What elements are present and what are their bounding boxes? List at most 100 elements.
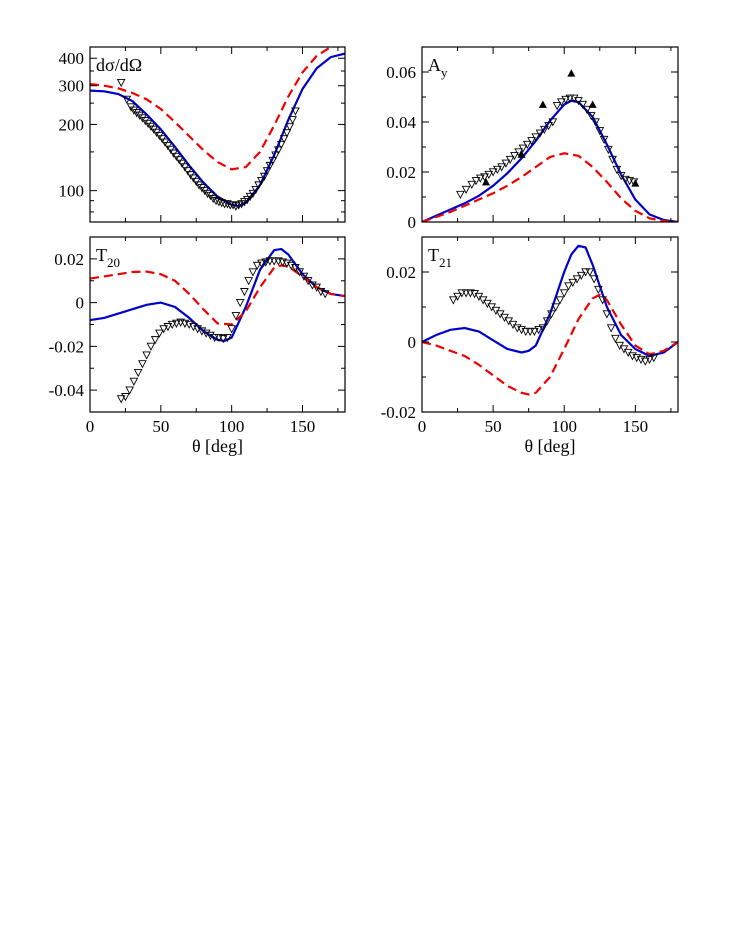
data-point-open-triangle <box>578 100 588 110</box>
data-point-open-triangle <box>640 357 650 366</box>
data-point-open-triangle <box>480 173 489 182</box>
data-point-open-triangle <box>271 151 280 160</box>
data-point-open-triangle <box>456 190 465 200</box>
data-point-open-triangle <box>470 290 479 299</box>
data-point-open-triangle <box>197 184 207 193</box>
data-point-open-triangle <box>244 277 254 286</box>
panel-cross-section: 100 200 300 400 dσ/dΩ <box>59 46 346 223</box>
panel-label: Ay <box>428 55 448 80</box>
data-point-open-triangle <box>274 146 283 155</box>
data-point-open-triangle <box>240 288 249 297</box>
data-point-open-triangle <box>320 290 330 299</box>
data-point-open-triangle <box>146 342 156 351</box>
data-point-open-triangle <box>288 116 297 125</box>
data-point-open-triangle <box>595 127 605 136</box>
data-point-open-triangle <box>531 133 541 142</box>
data-point-open-triangle <box>645 355 654 365</box>
panel-analyzing-power-ay: 0 0.02 0.04 0.06 Ay <box>386 46 679 232</box>
data-point-open-triangle <box>163 323 173 332</box>
data-point-open-triangle <box>538 324 548 333</box>
data-point-open-triangle <box>561 95 570 105</box>
data-point-filled-triangle <box>631 179 640 187</box>
data-point-open-triangle <box>564 282 573 291</box>
axes-frame <box>421 46 679 223</box>
data-point-open-triangle <box>227 325 237 334</box>
data-point-open-triangle <box>518 144 528 153</box>
data-point-open-triangle <box>552 102 562 111</box>
data-point-open-triangle <box>572 275 582 284</box>
data-point-open-triangle <box>493 165 502 175</box>
dashed-curve <box>422 152 678 222</box>
data-point-open-triangle <box>611 334 620 344</box>
data-point-open-triangle <box>576 271 586 281</box>
y-tick-label: -0.02 <box>49 337 84 356</box>
data-point-open-triangle <box>299 272 309 281</box>
data-point-open-triangle <box>525 327 535 337</box>
data-point-open-triangle <box>203 189 212 199</box>
data-point-open-triangle <box>453 292 462 302</box>
data-point-open-triangle <box>150 336 160 345</box>
plot-area <box>422 69 678 222</box>
data-point-open-triangle <box>265 161 275 171</box>
data-point-open-triangle <box>649 354 659 363</box>
solid-curve <box>90 52 345 208</box>
data-point-open-triangle <box>257 177 266 186</box>
data-point-open-triangle <box>135 111 144 120</box>
data-point-open-triangle <box>140 117 150 126</box>
data-point-open-triangle <box>291 263 300 273</box>
data-point-open-triangle <box>172 319 181 328</box>
solid-curve <box>422 244 678 358</box>
data-point-open-triangle <box>251 186 261 195</box>
data-point-open-triangle <box>594 285 603 295</box>
data-point-open-triangle <box>585 268 595 277</box>
data-point-open-triangle <box>565 94 575 103</box>
data-point-open-triangle <box>248 268 258 277</box>
data-point-open-triangle <box>569 94 579 103</box>
data-point-open-triangle <box>217 199 227 208</box>
data-point-open-triangle <box>214 198 224 207</box>
data-point-open-triangle <box>586 112 596 121</box>
data-point-open-triangle <box>582 105 592 115</box>
x-tick-label: 100 <box>551 417 577 436</box>
data-point-open-triangle <box>143 119 153 129</box>
data-point-open-triangle <box>461 289 471 298</box>
data-point-filled-triangle <box>538 100 547 108</box>
data-point-open-triangle <box>159 325 169 334</box>
data-point-open-triangle <box>542 317 552 326</box>
data-point-open-triangle <box>245 192 255 202</box>
data-point-open-triangle <box>527 137 536 146</box>
y-tick-label: 0 <box>76 294 85 313</box>
data-point-open-triangle <box>167 320 177 330</box>
data-point-open-triangle <box>248 189 258 199</box>
data-point-open-triangle <box>559 289 569 298</box>
panel-label: T20 <box>96 245 120 270</box>
data-point-open-triangle <box>535 129 545 138</box>
data-point-open-triangle <box>467 180 477 190</box>
data-point-filled-triangle <box>588 100 597 108</box>
x-tick-label: 150 <box>623 417 649 436</box>
y-tick-label: 0.04 <box>386 113 416 132</box>
data-point-open-triangle <box>534 326 543 335</box>
data-point-open-triangle <box>122 95 132 104</box>
data-point-open-triangle <box>268 156 278 166</box>
data-point-open-triangle <box>501 159 511 168</box>
data-point-open-triangle <box>138 360 147 369</box>
data-point-open-triangle <box>282 129 292 138</box>
data-point-open-triangle <box>544 122 553 131</box>
data-point-open-triangle <box>312 283 322 292</box>
y-tick-label: -0.02 <box>381 403 416 422</box>
solid-curve <box>90 247 345 343</box>
panel-t20: -0.04 -0.02 0 0.02 0 50 100 150 θ [deg] T20 <box>49 236 346 456</box>
data-point-open-triangle <box>223 200 232 209</box>
y-tick-label: 400 <box>59 49 85 68</box>
plot-area <box>90 47 345 211</box>
data-point-open-triangle <box>497 163 506 172</box>
data-point-open-triangle <box>257 259 266 268</box>
data-point-open-triangle <box>259 172 269 182</box>
solid-curve <box>422 99 678 222</box>
y-tick-label: -0.04 <box>49 381 85 400</box>
data-point-open-triangle <box>125 386 135 395</box>
axes-frame <box>421 236 679 413</box>
y-tick-label: 200 <box>59 115 85 134</box>
data-point-open-triangle <box>608 155 617 165</box>
